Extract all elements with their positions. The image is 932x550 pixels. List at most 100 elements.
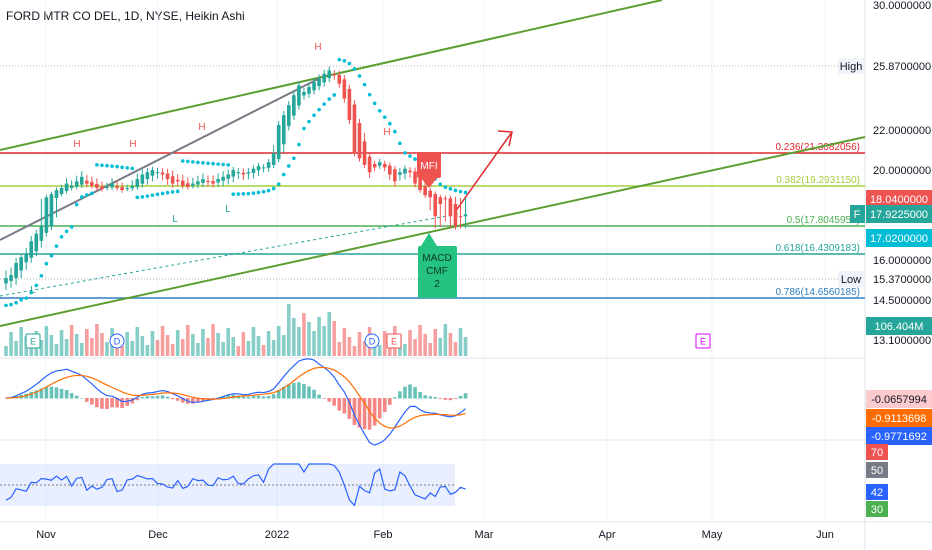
macd-hist-37 xyxy=(191,398,195,404)
macd-hist-20 xyxy=(105,398,109,410)
psar-dot-39 xyxy=(201,161,205,165)
psar-dot-11 xyxy=(59,235,64,239)
volume-bar-85 xyxy=(433,329,438,356)
volume-bar-29 xyxy=(150,331,155,356)
candle-body-73 xyxy=(372,163,377,168)
macd-hist-46 xyxy=(236,395,241,399)
psar-dot-88 xyxy=(448,187,453,191)
current-badge-value-2: 17.0200000 xyxy=(870,233,928,245)
buy-signal-pointer xyxy=(421,233,437,246)
candle-body-22 xyxy=(115,186,119,189)
candle-body-31 xyxy=(160,172,165,175)
volume-bar-27 xyxy=(140,336,145,356)
volume-bar-58 xyxy=(297,327,301,356)
volume-bar-61 xyxy=(312,331,316,356)
volume-bar-45 xyxy=(231,337,236,356)
macd-hist-41 xyxy=(211,398,215,399)
event-label-E-4: E xyxy=(700,337,706,347)
ticker-tag-bg xyxy=(850,205,865,223)
psar-dot-38 xyxy=(196,160,200,165)
macd-hist-88 xyxy=(448,398,453,401)
volume-bar-91 xyxy=(463,337,468,356)
psar-dot-42 xyxy=(216,162,220,166)
event-label-E-0: E xyxy=(30,337,36,347)
psar-dot-51 xyxy=(261,189,266,194)
macd-hist-61 xyxy=(312,389,316,399)
pattern-label-H-0: H xyxy=(314,42,321,53)
psar-dot-80 xyxy=(408,154,412,158)
volume-bar-10 xyxy=(54,344,59,356)
candle-body-32 xyxy=(165,173,170,180)
psar-dot-35 xyxy=(180,159,185,163)
y-tick-30.0000000: 30.0000000 xyxy=(873,0,931,12)
pattern-label-H-3: H xyxy=(129,139,136,150)
candle-body-43 xyxy=(221,176,225,181)
psar-dot-20 xyxy=(105,163,109,168)
candle-body-3 xyxy=(19,257,23,271)
psar-dot-16 xyxy=(85,193,89,197)
price-value-Low: 15.3700000 xyxy=(873,274,931,286)
macd-hist-22 xyxy=(115,398,119,408)
candle-body-49 xyxy=(251,168,256,173)
psar-dot-18 xyxy=(95,163,99,167)
psar-dot-71 xyxy=(362,82,367,87)
volume-bar-19 xyxy=(100,333,104,356)
volume-bar-66 xyxy=(337,342,342,356)
macd-hist-7 xyxy=(39,388,44,399)
candle-body-7 xyxy=(39,226,44,241)
psar-dot-50 xyxy=(256,190,261,195)
psar-dot-69 xyxy=(352,67,357,71)
psar-dot-91 xyxy=(463,190,468,195)
candle-body-88 xyxy=(448,198,453,217)
rsi-level-42: 42 xyxy=(871,487,883,499)
price-label-High: High xyxy=(840,61,863,73)
candle-body-19 xyxy=(100,186,104,190)
candle-body-15 xyxy=(79,176,84,185)
y-tick-14.5000000: 14.5000000 xyxy=(873,295,931,307)
macd-hist-56 xyxy=(287,384,291,399)
volume-bar-46 xyxy=(236,346,241,356)
candle-body-46 xyxy=(236,172,241,174)
rsi-line xyxy=(5,463,466,507)
y-tick-16.0000000: 16.0000000 xyxy=(873,255,931,267)
volume-bar-3 xyxy=(19,327,23,356)
signal-line xyxy=(5,366,466,429)
macd-hist-65 xyxy=(332,398,337,406)
candle-body-75 xyxy=(382,163,387,168)
psar-dot-31 xyxy=(160,191,165,196)
candle-body-50 xyxy=(256,166,261,171)
macd-hist-78 xyxy=(398,391,402,399)
psar-dot-77 xyxy=(393,129,397,134)
candle-body-65 xyxy=(332,74,337,76)
candle-body-85 xyxy=(433,194,438,217)
psar-dot-72 xyxy=(367,92,372,97)
fib-label-0.5: 0.5(17.8045951) xyxy=(787,215,860,226)
candle-body-37 xyxy=(191,183,195,186)
macd-hist-10 xyxy=(54,387,59,399)
price-label-Low: Low xyxy=(841,274,861,286)
pattern-label-H-2: H xyxy=(383,127,390,138)
volume-bar-16 xyxy=(85,329,89,356)
macd-hist-51 xyxy=(261,396,266,399)
candle-body-45 xyxy=(231,170,236,177)
psar-dot-7 xyxy=(39,273,44,278)
candle-body-13 xyxy=(69,185,74,188)
macd-hist-87 xyxy=(443,398,448,400)
psar-dot-56 xyxy=(287,164,291,168)
mfi-flag xyxy=(417,152,441,178)
candle-body-11 xyxy=(59,188,64,195)
macd-hist-9 xyxy=(49,386,54,399)
volume-bar-88 xyxy=(448,333,453,356)
psar-dot-0 xyxy=(4,303,8,308)
volume-bar-14 xyxy=(74,334,79,356)
volume-bar-90 xyxy=(458,328,463,356)
psar-dot-43 xyxy=(221,162,225,167)
x-tick-Nov: Nov xyxy=(36,529,56,541)
volume-bar-43 xyxy=(221,342,225,356)
rsi-band xyxy=(0,464,455,506)
event-label-D-2: D xyxy=(369,337,376,347)
psar-dot-53 xyxy=(271,186,276,191)
pattern-label-H-4: H xyxy=(73,139,80,150)
macd-hist-23 xyxy=(120,398,124,409)
